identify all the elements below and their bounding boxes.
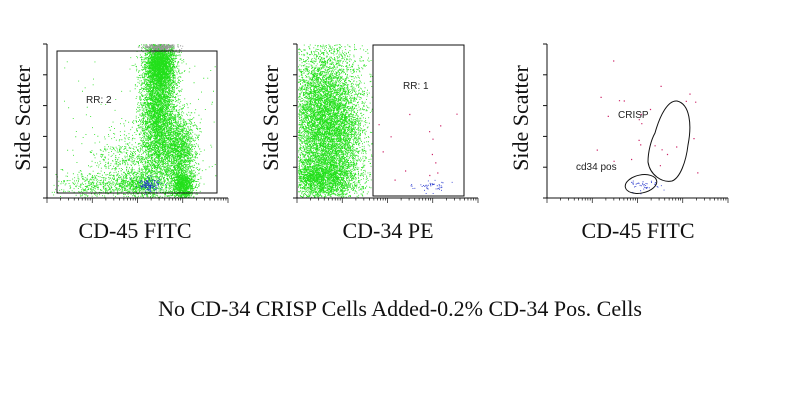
point-cloud bbox=[107, 169, 171, 198]
gate-rr1 bbox=[372, 44, 465, 197]
scatter-points bbox=[51, 44, 217, 198]
figure-caption: No CD-34 CRISP Cells Added-0.2% CD-34 Po… bbox=[158, 296, 642, 321]
gate-crisp bbox=[647, 100, 691, 182]
gate-rr2 bbox=[56, 50, 218, 194]
scatter-points bbox=[596, 60, 699, 195]
gate-label-rr1: RR: 1 bbox=[403, 81, 429, 92]
point-cloud bbox=[410, 179, 453, 194]
point-cloud bbox=[129, 175, 167, 195]
x-axis-label: CD-45 FITC bbox=[581, 218, 694, 243]
point-cloud bbox=[137, 44, 184, 55]
point-cloud bbox=[300, 48, 373, 197]
plot-cd45-fitc-right: CRISP cd34 pos CD-45 FITC Side Scatter bbox=[508, 43, 729, 243]
plot-cd45-fitc-left: RR: 2 CD-45 FITC Side Scatter bbox=[10, 43, 229, 243]
point-cloud bbox=[155, 91, 213, 198]
point-cloud bbox=[298, 44, 373, 198]
gate-label-rr2: RR: 2 bbox=[86, 95, 112, 106]
point-cloud bbox=[51, 165, 161, 198]
point-cloud bbox=[631, 180, 665, 195]
plot-axes bbox=[543, 43, 729, 203]
y-axis-label: Side Scatter bbox=[508, 64, 533, 170]
point-cloud bbox=[314, 48, 372, 198]
gate-label-crisp: CRISP bbox=[618, 110, 649, 121]
y-axis-label: Side Scatter bbox=[10, 64, 35, 170]
point-cloud bbox=[162, 160, 205, 198]
plot-cd34-pe: RR: 1 CD-34 PE Side Scatter bbox=[258, 43, 479, 243]
point-cloud bbox=[378, 113, 458, 181]
plot-axes bbox=[43, 43, 229, 203]
gate-label-cd34-pos: cd34 pos bbox=[576, 162, 617, 173]
gate-cd34-pos bbox=[624, 174, 658, 194]
y-axis-label: Side Scatter bbox=[258, 64, 283, 170]
x-axis-label: CD-34 PE bbox=[342, 218, 433, 243]
scatter-points bbox=[298, 44, 458, 198]
point-cloud bbox=[129, 44, 194, 198]
point-cloud bbox=[130, 44, 185, 101]
x-axis-label: CD-45 FITC bbox=[78, 218, 191, 243]
point-cloud bbox=[298, 146, 372, 198]
plot-axes bbox=[293, 43, 479, 203]
